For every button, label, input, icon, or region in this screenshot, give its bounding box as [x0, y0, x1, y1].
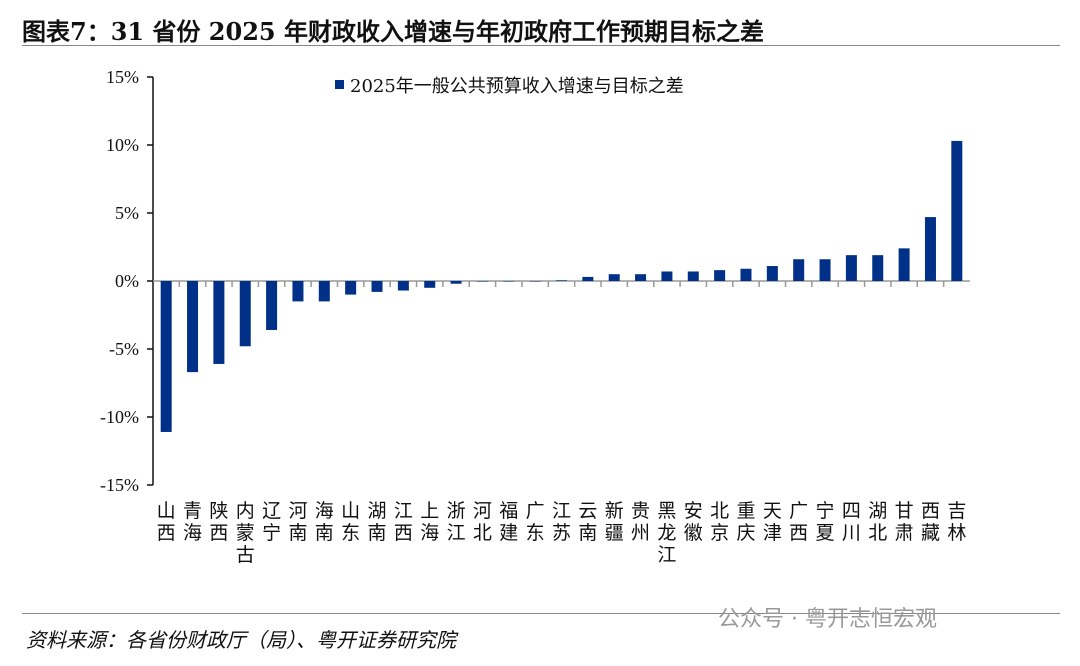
bar-四川	[845, 255, 857, 281]
bar-山西	[160, 281, 172, 432]
bar-天津	[766, 266, 778, 281]
x-category-label: 陕西	[209, 500, 228, 544]
bar-江西	[397, 281, 409, 291]
bar-海南	[318, 281, 330, 302]
x-category-label: 山东	[341, 500, 360, 544]
watermark: 公众号 · 粤开志恒宏观	[718, 607, 937, 632]
x-category-label: 甘肃	[895, 500, 914, 544]
bar-云南	[582, 276, 594, 281]
x-category-label: 贵州	[631, 500, 650, 544]
x-category-label: 北京	[710, 500, 729, 544]
bar-chart: 15% 10% 5% 0% -5% -10% -15% 山西青海陕西内蒙古辽宁河南海南山东湖南…	[100, 67, 970, 566]
x-category-label: 江苏	[552, 500, 571, 544]
bar-吉林	[951, 140, 963, 281]
y-tick-label: -10%	[100, 407, 139, 427]
bar-贵州	[635, 274, 647, 281]
y-tick-label: -5%	[109, 339, 139, 359]
y-tick-label: 0%	[115, 271, 139, 291]
bar-陕西	[213, 281, 225, 364]
x-category-label: 天津	[763, 500, 782, 544]
x-category-label: 四川	[842, 500, 861, 544]
bottom-divider	[22, 613, 1060, 614]
bar-江苏	[556, 280, 567, 281]
figure-title: 图表7：31 省份 2025 年财政收入增速与年初政府工作预期目标之差	[22, 17, 764, 46]
x-category-label: 云南	[578, 500, 597, 544]
x-category-label: 海南	[315, 500, 334, 544]
legend-label: 2025年一般公共预算收入增速与目标之差	[350, 76, 684, 97]
x-category-label: 河南	[288, 500, 307, 544]
x-category-label: 青海	[183, 500, 202, 544]
bar-甘肃	[898, 248, 910, 281]
bar-西藏	[924, 217, 936, 281]
x-category-label: 安徽	[684, 500, 703, 544]
x-category-label: 浙江	[447, 500, 466, 544]
bar-青海	[187, 281, 199, 373]
bar-辽宁	[266, 281, 278, 330]
title-divider	[22, 45, 1060, 46]
x-category-label: 新疆	[605, 500, 624, 544]
bar-上海	[424, 281, 436, 288]
x-category-label: 辽宁	[262, 500, 281, 544]
legend-swatch	[335, 80, 344, 89]
y-tick-label: -15%	[100, 475, 139, 495]
x-category-label: 湖北	[868, 500, 887, 544]
bar-河南	[292, 281, 304, 302]
bar-湖北	[872, 255, 884, 281]
bar-重庆	[740, 268, 752, 281]
x-category-label: 吉林	[947, 500, 966, 544]
bar-广西	[793, 259, 805, 281]
bar-北京	[714, 270, 726, 281]
y-tick-label: 15%	[106, 67, 139, 87]
x-category-label: 广西	[789, 500, 808, 544]
bar-湖南	[371, 281, 383, 292]
y-tick-label: 5%	[115, 203, 139, 223]
bar-宁夏	[819, 259, 831, 281]
bar-福建	[503, 281, 515, 282]
bar-广东	[529, 281, 541, 282]
x-category-label: 宁夏	[816, 500, 835, 544]
x-category-label: 内蒙古	[236, 500, 255, 566]
x-category-label: 广东	[526, 500, 545, 544]
bar-安徽	[687, 271, 699, 281]
x-category-label: 湖南	[368, 500, 387, 544]
source-note: 资料来源：各省份财政厅（局）、粤开证券研究院	[26, 628, 456, 652]
bar-内蒙古	[239, 281, 251, 347]
x-category-label: 西藏	[921, 500, 940, 544]
bar-黑龙江	[661, 271, 673, 281]
x-category-label: 河北	[473, 500, 492, 544]
bar-山东	[345, 281, 357, 295]
x-category-label: 江西	[394, 500, 413, 544]
bar-河北	[476, 281, 488, 282]
x-category-label: 黑龙江	[657, 500, 676, 566]
y-tick-label: 10%	[106, 135, 139, 155]
bar-浙江	[450, 281, 462, 284]
bar-新疆	[608, 274, 620, 281]
x-category-label: 上海	[420, 500, 439, 544]
x-category-label: 重庆	[736, 500, 755, 544]
x-category-label: 山西	[157, 500, 176, 544]
x-category-label: 福建	[499, 500, 518, 544]
